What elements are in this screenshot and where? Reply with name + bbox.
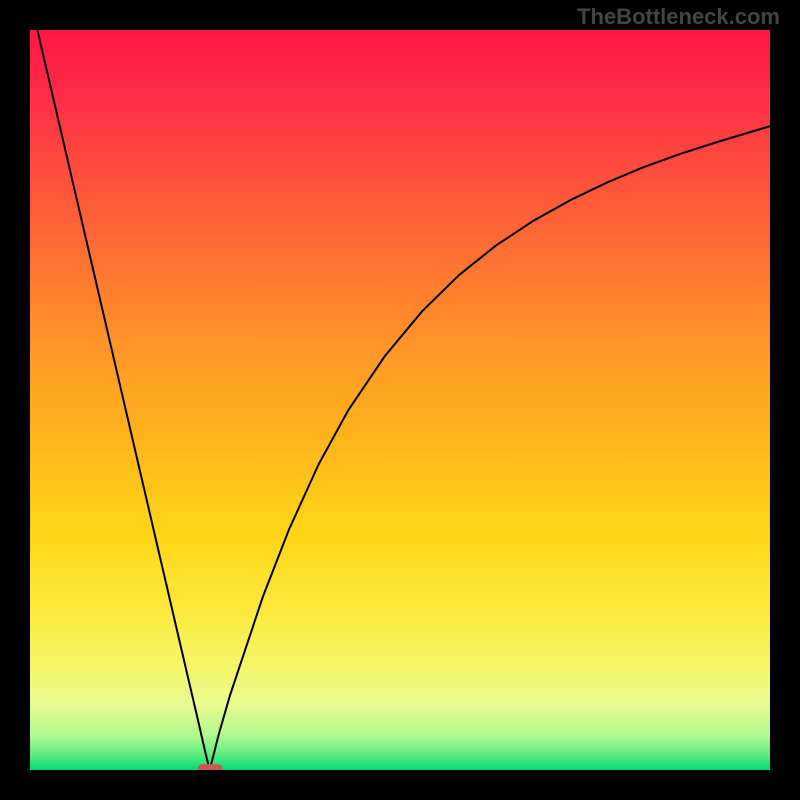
chart-container: TheBottleneck.com [0,0,800,800]
watermark-text: TheBottleneck.com [577,4,780,30]
plot-area [30,30,770,770]
gradient-background [30,30,770,770]
plot-svg [30,30,770,770]
minimum-marker [198,764,223,770]
